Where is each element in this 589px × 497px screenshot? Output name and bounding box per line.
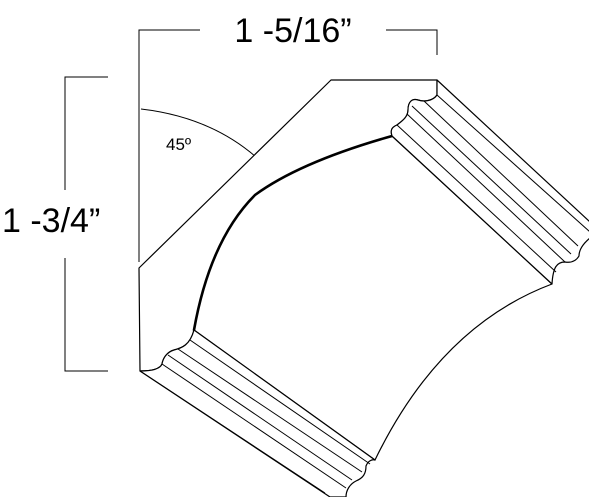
height-label: 1 -3/4” xyxy=(2,202,100,240)
lower-bead-line-1 xyxy=(139,370,326,494)
width-dimension-left-bracket xyxy=(138,29,200,262)
upper-bead-line-5 xyxy=(396,124,557,273)
height-dimension: 1 -3/4” xyxy=(2,76,108,372)
height-dimension-top-bracket xyxy=(64,76,108,190)
width-dimension-right-bracket xyxy=(386,29,438,55)
lower-bead-line-2 xyxy=(161,363,347,489)
height-dimension-bottom-bracket xyxy=(64,258,108,372)
molding-profile xyxy=(138,79,589,497)
lower-bead-line-4 xyxy=(177,348,363,473)
angle-arc xyxy=(140,108,257,158)
upper-bead-strip xyxy=(390,79,589,285)
upper-bead-line-2 xyxy=(423,100,579,247)
angle-label: 45º xyxy=(166,135,191,154)
upper-bead-line-4 xyxy=(406,113,566,263)
molding-profile-curve xyxy=(192,134,394,332)
lower-bead-line-5 xyxy=(189,339,371,465)
width-label: 1 -5/16” xyxy=(234,12,351,50)
angle-indicator: 45º xyxy=(138,108,257,158)
upper-bead-line-3 xyxy=(411,105,572,255)
upper-bead-line-1 xyxy=(436,94,589,232)
lower-bead-line-3 xyxy=(167,354,353,481)
width-dimension: 1 -5/16” xyxy=(138,12,438,262)
